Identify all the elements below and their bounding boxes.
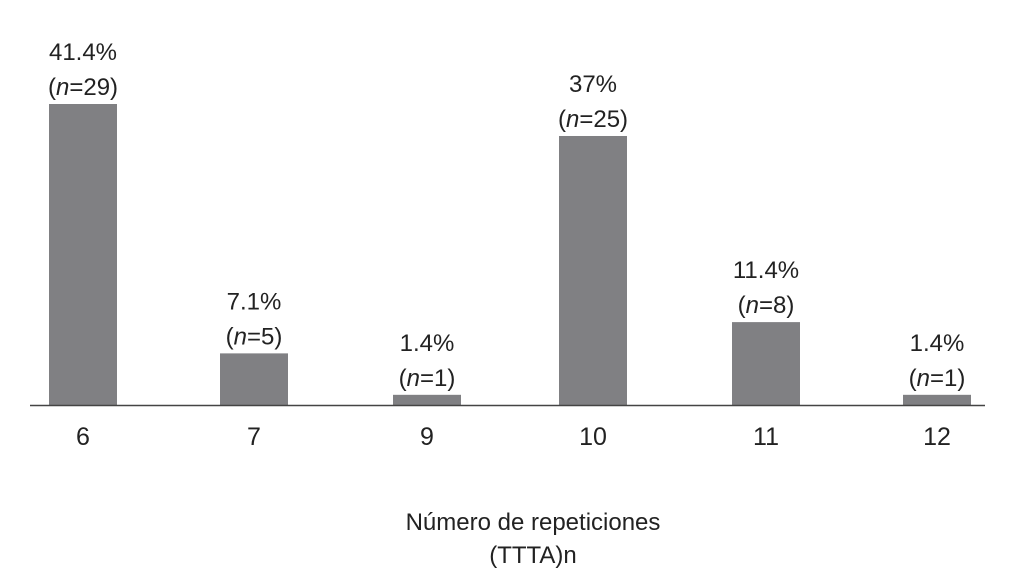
count-label-10: (n=25)	[558, 106, 628, 133]
bar-labels-group: 41.4% (n=29) 7.1% (n=5) 1.4% (n=1) 37% (n=25) 11…	[48, 39, 965, 392]
x-axis-title-line2: (TTTA)n	[489, 542, 577, 569]
bar-11	[732, 322, 800, 405]
count-label-7: (n=5)	[226, 323, 283, 350]
count-label-6: (n=29)	[48, 74, 118, 101]
bar-9	[393, 394, 461, 405]
bar-12	[903, 394, 971, 405]
x-tick-labels-group: 6 7 9 10 11 12	[76, 423, 951, 451]
bar-10	[559, 135, 627, 405]
x-tick-12: 12	[923, 423, 951, 451]
value-label-6: 41.4%	[49, 39, 117, 66]
count-label-9: (n=1)	[399, 365, 456, 392]
value-label-11: 11.4%	[733, 257, 799, 284]
bar-6	[49, 104, 117, 405]
x-tick-9: 9	[420, 423, 434, 451]
x-tick-10: 10	[579, 423, 607, 451]
bars-group	[49, 104, 971, 405]
value-label-9: 1.4%	[400, 330, 455, 357]
bar-7	[220, 353, 288, 405]
count-label-12: (n=1)	[909, 365, 966, 392]
x-tick-7: 7	[247, 423, 261, 451]
x-tick-6: 6	[76, 423, 90, 451]
value-label-7: 7.1%	[227, 288, 282, 315]
count-label-11: (n=8)	[738, 292, 795, 319]
value-label-12: 1.4%	[910, 330, 965, 357]
x-axis-title: Número de repeticiones	[406, 509, 661, 536]
x-tick-11: 11	[753, 423, 779, 451]
value-label-10: 37%	[569, 71, 617, 98]
